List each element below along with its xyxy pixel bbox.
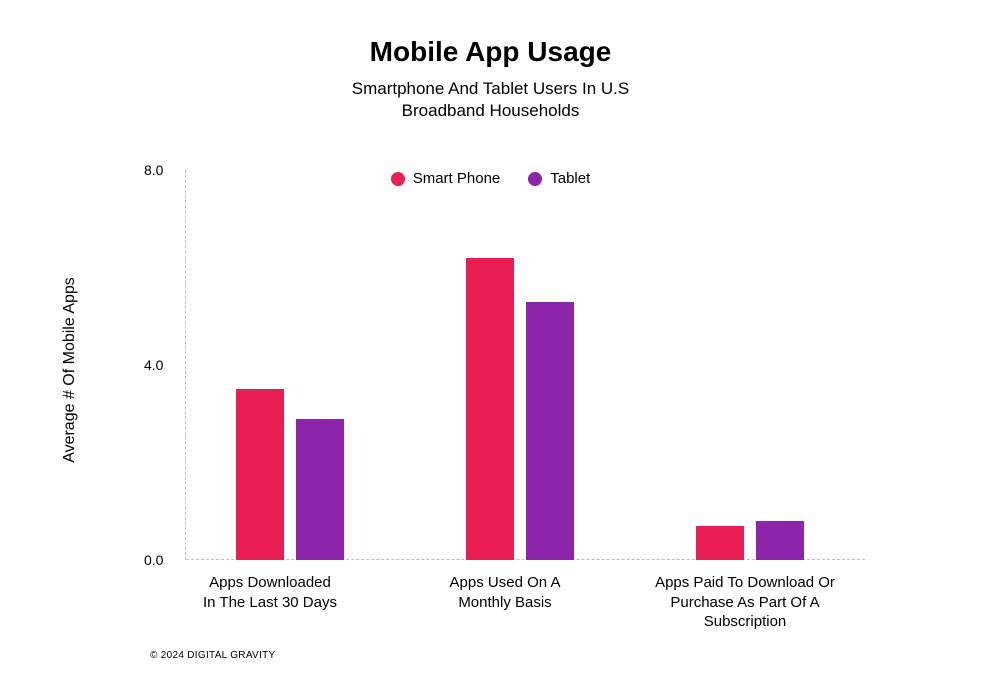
bar bbox=[236, 389, 284, 560]
y-tick: 4.0 bbox=[144, 357, 163, 373]
x-category-label: Apps Paid To Download OrPurchase As Part… bbox=[615, 573, 875, 632]
bar bbox=[526, 302, 574, 560]
copyright-text: © 2024 DIGITAL GRAVITY bbox=[150, 650, 276, 661]
y-tick: 8.0 bbox=[144, 162, 163, 178]
chart-title: Mobile App Usage bbox=[0, 36, 981, 68]
subtitle-line-1: Smartphone And Tablet Users In U.S bbox=[352, 79, 630, 98]
bar-group bbox=[236, 389, 344, 560]
bar bbox=[756, 521, 804, 560]
x-category-label: Apps DownloadedIn The Last 30 Days bbox=[150, 573, 390, 612]
plot-area: 0.04.08.0 bbox=[185, 170, 865, 560]
chart-container: Mobile App Usage Smartphone And Tablet U… bbox=[0, 0, 981, 688]
bar-group bbox=[466, 258, 574, 560]
chart-subtitle: Smartphone And Tablet Users In U.S Broad… bbox=[0, 78, 981, 122]
bar bbox=[696, 526, 744, 560]
bar-group bbox=[696, 521, 804, 560]
bar bbox=[296, 419, 344, 560]
subtitle-line-2: Broadband Households bbox=[402, 101, 580, 120]
bar bbox=[466, 258, 514, 560]
y-tick: 0.0 bbox=[144, 552, 163, 568]
x-category-label: Apps Used On AMonthly Basis bbox=[395, 573, 615, 612]
y-axis-label: Average # Of Mobile Apps bbox=[61, 277, 79, 463]
